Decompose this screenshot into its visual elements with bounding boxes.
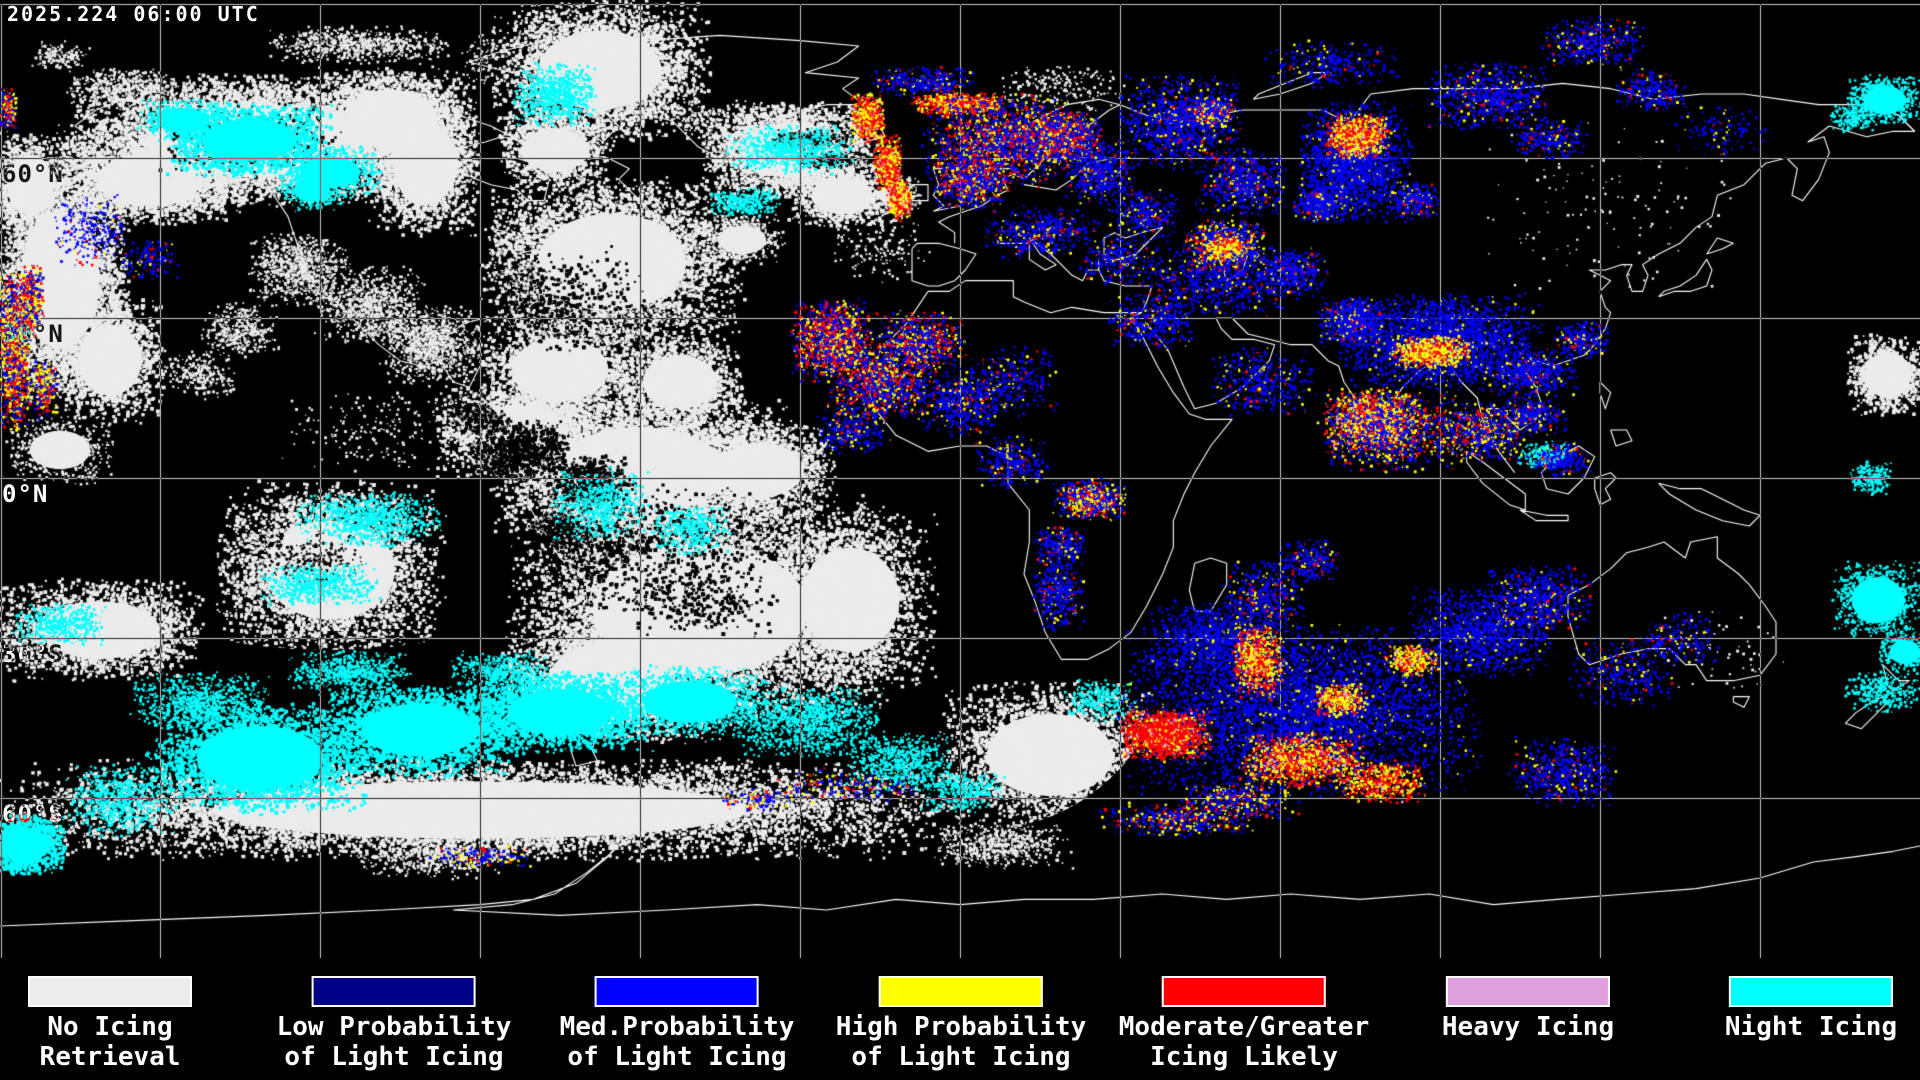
legend-label-line1: Heavy Icing: [1441, 1012, 1615, 1042]
legend-label-line2: of Light Icing: [851, 1042, 1071, 1072]
legend-swatch: [1446, 976, 1610, 1007]
legend-item: No Icing Retrieval: [28, 976, 192, 1072]
legend-label-line1: High Probability: [835, 1012, 1087, 1042]
legend-label-line2: of Light Icing: [284, 1042, 504, 1072]
legend-swatch: [1161, 976, 1326, 1007]
legend-label-line2: Icing Likely: [1150, 1042, 1338, 1072]
legend-label-line1: No Icing: [47, 1012, 173, 1042]
legend-label-line1: Night Icing: [1724, 1012, 1898, 1042]
legend-item: High Probability of Light Icing: [836, 976, 1086, 1072]
legend-swatch: [595, 976, 759, 1007]
legend-swatch: [312, 976, 476, 1007]
legend-item: Low Probability of Light Icing: [276, 976, 512, 1072]
legend-item: Heavy Icing: [1442, 976, 1614, 1042]
lat-label: 30°N: [2, 320, 64, 348]
lat-label: 60°N: [2, 160, 64, 188]
timestamp: 2025.224 06:00 UTC: [7, 2, 260, 26]
legend-item: Moderate/Greater Icing Likely: [1119, 976, 1369, 1072]
legend: No Icing Retrieval Low Probability of Light…: [0, 976, 1920, 1080]
legend-label-line1: Med.Probability: [559, 1012, 795, 1042]
legend-item: Med.Probability of Light Icing: [559, 976, 795, 1072]
legend-swatch: [1729, 976, 1893, 1007]
legend-item: Night Icing: [1725, 976, 1897, 1042]
legend-swatch: [878, 976, 1043, 1007]
legend-swatch: [28, 976, 192, 1007]
legend-label-line2: Retrieval: [39, 1042, 181, 1072]
legend-label-line2: of Light Icing: [567, 1042, 787, 1072]
lat-label: 60°S: [2, 800, 64, 828]
legend-label-line1: Moderate/Greater: [1118, 1012, 1370, 1042]
legend-label-line1: Low Probability: [276, 1012, 512, 1042]
lat-label: 0°N: [2, 480, 49, 508]
lat-label: 30°S: [2, 640, 64, 668]
